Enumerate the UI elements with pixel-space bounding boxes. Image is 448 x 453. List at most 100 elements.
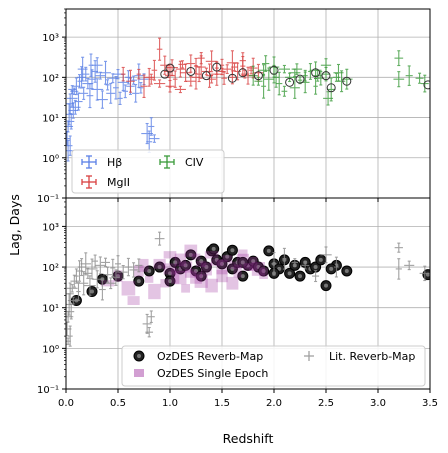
errorbar-point [395,258,402,280]
y-tick-label: 10³ [42,222,59,233]
errorbar-point [88,53,94,77]
y-tick-label: 10⁰ [42,344,59,355]
errorbar-point [156,37,163,61]
single-epoch-point [145,275,154,283]
highlight-ring [160,69,170,79]
reverb-map-point-center [266,248,271,253]
bottom-data-points [66,231,430,347]
single-epoch-point [216,259,228,275]
errorbar-point [405,65,413,86]
reverb-map-point-center [168,279,172,284]
errorbar-point [67,296,79,305]
highlight-ring [285,77,295,87]
errorbar-point [76,282,81,301]
errorbar-point [178,60,187,69]
errorbar-point [420,74,429,93]
reverb-map-point-center [199,259,204,264]
single-epoch-point [222,255,233,263]
errorbar-point [100,60,111,85]
single-epoch-point [163,263,177,275]
reverb-map-point-center [194,268,198,273]
errorbar-point [394,50,404,67]
errorbar-point [82,77,94,90]
legend-civ-marker [159,155,175,169]
legend-hbeta-label: Hβ [107,156,122,169]
errorbar-point [136,68,141,80]
errorbar-point [148,73,154,85]
legend-civ-label: CIV [185,156,204,169]
errorbar-point [172,70,178,88]
errorbar-point [149,134,160,143]
reverb-map-point-center [147,268,152,273]
reverb-map-point-center [287,271,292,276]
errorbar-point [66,284,78,293]
errorbar-point [394,242,403,253]
single-epoch-point [216,269,228,283]
errorbar-point [291,63,303,75]
bottom-axes-frame [65,197,431,390]
single-epoch-point [184,244,198,258]
reverb-map-point-center [199,274,204,279]
highlight-ring [342,76,352,86]
single-epoch-point [194,274,208,288]
errorbar-point [86,83,94,109]
y-tick-label: 10⁰ [42,154,59,165]
errorbar-point [153,79,166,88]
errorbar-point [138,81,144,94]
highlight-ring [321,71,331,81]
single-epoch-point [163,251,177,259]
y-axis-label: Lag, Days [7,194,22,256]
single-epoch-point [259,267,268,280]
reverb-map-point-center [318,257,323,262]
errorbar-point [221,71,227,85]
errorbar-point [154,231,165,246]
errorbar-point [122,84,128,99]
x-tick-label: 0.0 [58,398,74,409]
highlight-ring [295,74,305,84]
legend-ozdes-se-marker [134,369,144,377]
errorbar-point [77,66,86,89]
errorbar-point [79,271,89,296]
errorbar-point [166,59,178,76]
errorbar-point [221,64,233,75]
errorbar-point [301,261,310,270]
bottom-legend-box [121,345,426,387]
errorbar-point [327,77,336,102]
bottom-y-ticks: 10⁻¹ 10⁰ 10¹ 10² 10³ [37,197,66,396]
single-epoch-point [153,258,166,269]
single-epoch-point [127,296,140,305]
y-tick-label: 10¹ [42,304,59,315]
legend-mgii-marker [81,175,97,189]
legend-hbeta-marker [81,155,97,169]
errorbar-point [165,79,175,93]
x-tick-label: 3.0 [370,398,386,409]
errorbar-point [91,57,103,74]
reverb-map-point-center [90,289,94,294]
single-epoch-point [238,249,248,257]
single-epoch-point [148,283,161,300]
errorbar-point [142,313,152,334]
single-epoch-point [233,264,242,278]
legend-mgii-label: MgII [107,176,130,189]
single-epoch-point [121,281,136,296]
errorbar-point [99,278,106,301]
reverb-map-point-center [251,259,256,264]
errorbar-point [124,257,133,277]
errorbar-point [70,87,79,96]
errorbar-point [291,258,299,267]
x-tick-label: 2.0 [266,398,282,409]
highlight-ring [423,80,430,90]
legend-lit-rm-label: Lit. Reverb-Map [329,350,415,363]
errorbar-point [289,76,300,99]
reverb-map-point-center [225,254,230,259]
errorbar-point [248,66,254,75]
errorbar-point [193,57,199,75]
errorbar-point [320,246,332,264]
errorbar-point [151,59,158,81]
errorbar-point [106,82,116,104]
errorbar-point [248,65,258,86]
highlight-ring [238,68,248,78]
errorbar-point [282,247,287,270]
errorbar-point [68,102,79,119]
y-tick-label: 10⁻¹ [37,194,59,205]
